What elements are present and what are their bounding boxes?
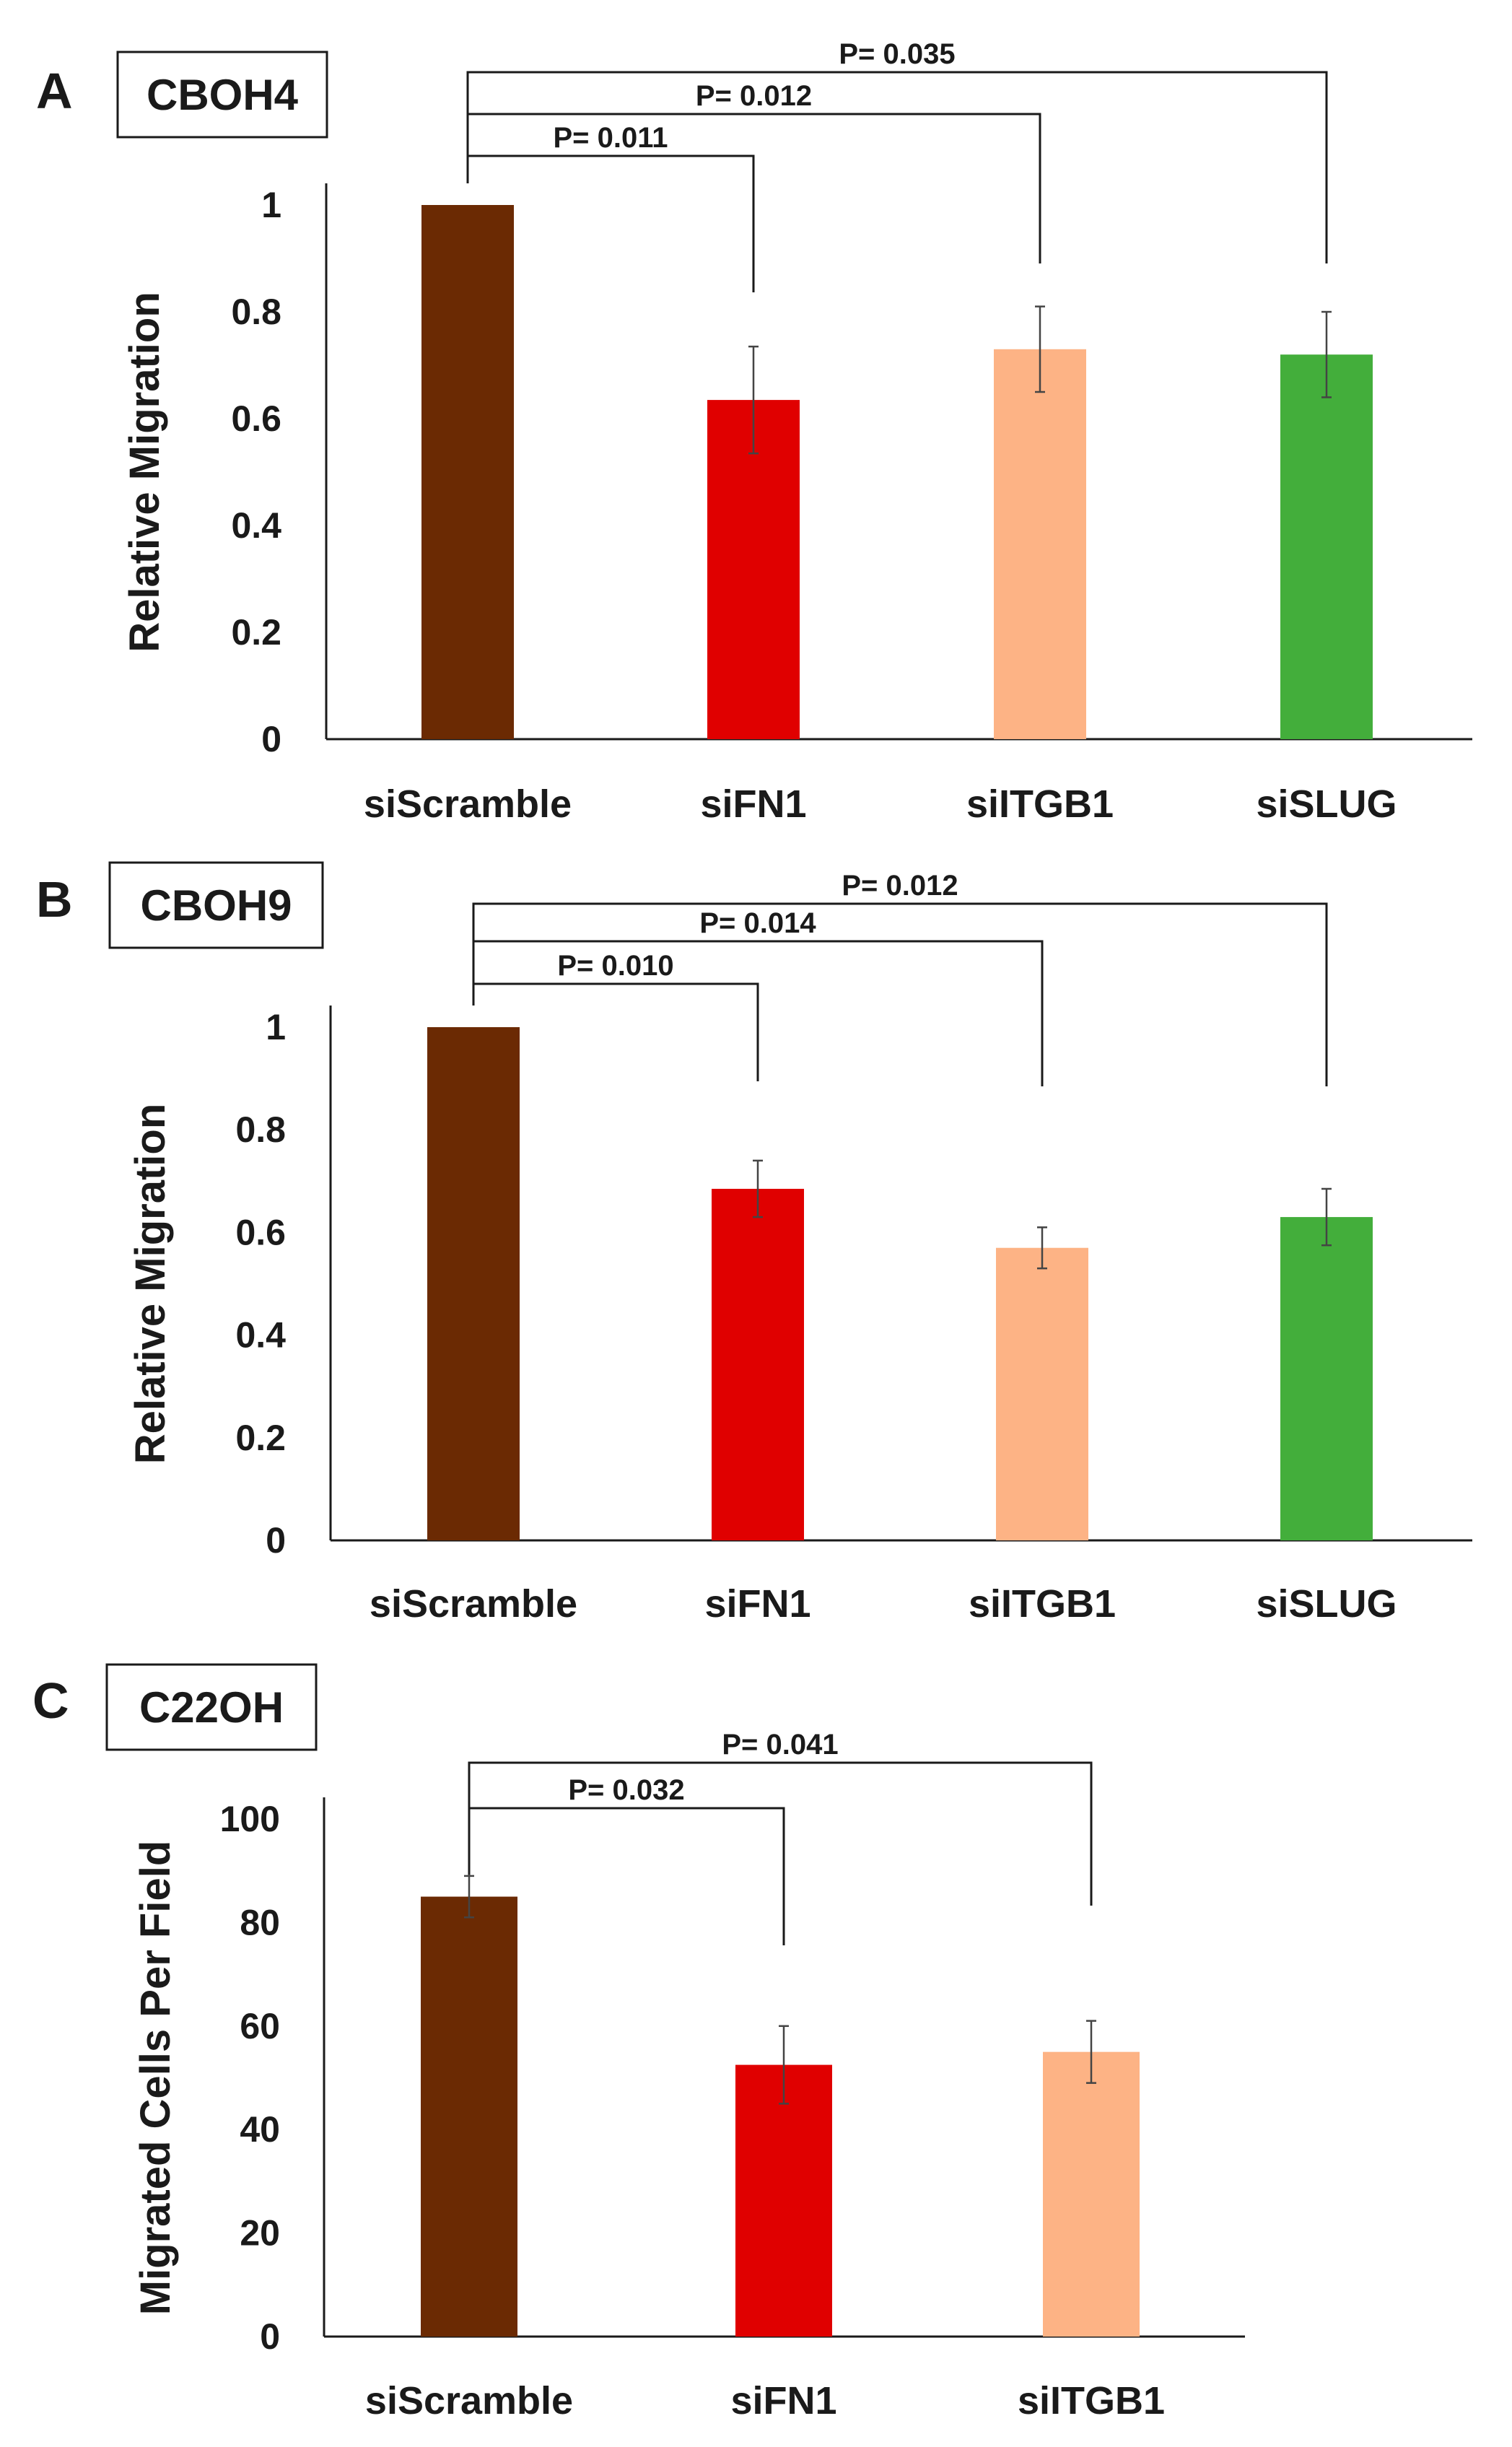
category-label: siFN1 xyxy=(730,2379,836,2422)
p-value-label: P= 0.041 xyxy=(722,1729,838,1761)
y-tick-label: 60 xyxy=(240,2006,280,2046)
bar-siitgb1 xyxy=(996,1247,1088,1540)
bar-sislug xyxy=(1280,354,1373,739)
bar-sifn1 xyxy=(712,1188,804,1540)
y-tick-label: 0.2 xyxy=(235,1418,286,1458)
bar-sifn1 xyxy=(707,400,800,739)
category-label: siSLUG xyxy=(1256,782,1397,826)
y-tick-label: 0.6 xyxy=(231,398,281,439)
panel-letter: C xyxy=(32,1672,69,1729)
y-tick-label: 0.6 xyxy=(235,1212,286,1252)
cell-line-label: C22OH xyxy=(139,1683,284,1732)
panel-a: A CBOH4 0 0.2 0.4 0.6 0.8 1 Relative Migration si… xyxy=(36,38,1472,826)
p-value-label: P= 0.014 xyxy=(699,907,816,939)
p-value-label: P= 0.012 xyxy=(696,80,812,112)
bar-siscramble xyxy=(421,1896,517,2337)
p-value-label: P= 0.035 xyxy=(839,38,955,70)
y-tick-label: 0.2 xyxy=(231,612,281,653)
category-label: siITGB1 xyxy=(969,1582,1116,1626)
y-tick-label: 0.4 xyxy=(235,1315,286,1356)
significance-bracket xyxy=(468,1761,1093,1906)
y-tick-label: 0 xyxy=(266,1520,286,1561)
significance-bracket xyxy=(466,71,1328,263)
cell-line-label: CBOH9 xyxy=(140,881,292,930)
bar-sislug xyxy=(1280,1217,1373,1540)
bar-sifn1 xyxy=(735,2064,832,2337)
cell-line-box xyxy=(116,51,328,139)
cell-line-box xyxy=(108,861,324,949)
y-tick-label: 20 xyxy=(240,2213,280,2254)
category-label: siScramble xyxy=(364,782,572,826)
y-axis-label: Migrated Cells Per Field xyxy=(132,1841,179,2316)
bar-siscramble xyxy=(427,1027,520,1540)
category-label: siSLUG xyxy=(1256,1582,1397,1626)
y-tick-label: 0 xyxy=(261,719,281,759)
bar-siitgb1 xyxy=(994,349,1086,739)
p-value-label: P= 0.032 xyxy=(568,1774,684,1806)
category-label: siFN1 xyxy=(704,1582,810,1626)
y-axis-label: Relative Migration xyxy=(121,292,168,653)
y-tick-label: 40 xyxy=(240,2109,280,2150)
y-axis-label: Relative Migration xyxy=(127,1104,174,1465)
category-label: siFN1 xyxy=(700,782,806,826)
y-tick-label: 1 xyxy=(266,1007,286,1047)
y-tick-label: 0 xyxy=(260,2316,280,2357)
panel-c: C C22OH 0 20 40 60 80 100 Migrated Cells Per Fie… xyxy=(32,1663,1245,2422)
y-tick-label: 0.8 xyxy=(231,292,281,332)
panel-letter: B xyxy=(36,871,73,928)
category-label: siScramble xyxy=(365,2379,573,2422)
p-value-label: P= 0.010 xyxy=(557,950,673,982)
y-tick-label: 1 xyxy=(261,185,281,225)
category-label: siITGB1 xyxy=(1018,2379,1165,2422)
y-tick-label: 80 xyxy=(240,1902,280,1942)
bar-siscramble xyxy=(421,205,514,739)
y-tick-label: 0.8 xyxy=(235,1109,286,1150)
panel-b: B CBOH9 0 0.2 0.4 0.6 0.8 1 Relative Migration si… xyxy=(36,861,1472,1626)
cell-line-box xyxy=(105,1663,318,1751)
p-value-label: P= 0.011 xyxy=(553,122,668,154)
bar-siitgb1 xyxy=(1043,2051,1140,2337)
y-tick-label: 0.4 xyxy=(231,505,281,546)
category-label: siScramble xyxy=(370,1582,577,1626)
category-label: siITGB1 xyxy=(966,782,1114,826)
significance-bracket xyxy=(472,902,1328,1086)
y-tick-label: 100 xyxy=(220,1799,280,1839)
cell-line-label: CBOH4 xyxy=(147,71,299,119)
p-value-label: P= 0.012 xyxy=(842,870,958,902)
panel-letter: A xyxy=(36,63,73,119)
